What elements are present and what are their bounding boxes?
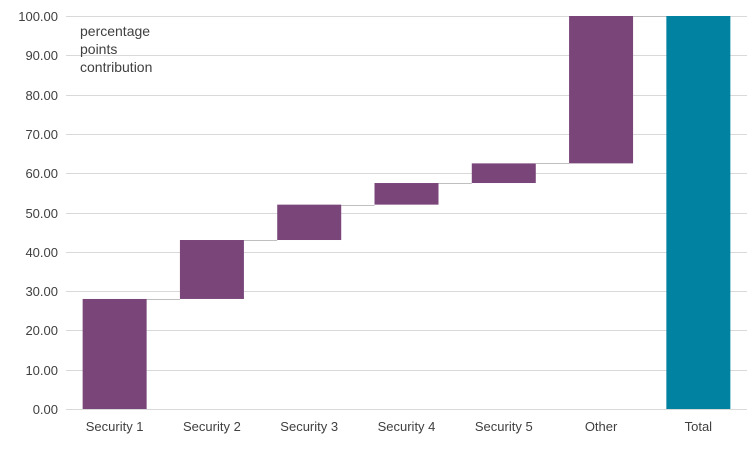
bar-security-2 (179, 240, 244, 299)
x-tick-label: Security 2 (183, 419, 241, 434)
annotation-line-2: points (80, 41, 117, 57)
y-tick-label: 50.00 (25, 206, 58, 221)
x-tick-label: Total (685, 419, 713, 434)
y-tick-label: 10.00 (25, 363, 58, 378)
y-tick-label: 100.00 (18, 9, 58, 24)
x-tick-label: Security 3 (280, 419, 338, 434)
x-tick-label: Security 5 (475, 419, 533, 434)
x-tick-label: Security 4 (378, 419, 436, 434)
y-tick-label: 80.00 (25, 88, 58, 103)
y-tick-label: 0.00 (33, 402, 58, 417)
gridlines (66, 16, 747, 410)
y-tick-label: 90.00 (25, 48, 58, 63)
x-tick-label: Security 1 (86, 419, 144, 434)
bar-security-5 (471, 163, 536, 184)
x-tick-label: Other (585, 419, 618, 434)
x-tick-labels: Security 1 Security 2 Security 3 Security 4… (86, 419, 712, 434)
annotation-line-3: contribution (80, 59, 152, 75)
bar-security-1 (82, 298, 147, 409)
y-tick-label: 60.00 (25, 166, 58, 181)
connectors (146, 16, 667, 300)
bar-security-4 (374, 183, 439, 205)
y-tick-label: 20.00 (25, 323, 58, 338)
y-tick-labels: 0.00 10.00 20.00 30.00 40.00 50.00 60.00 70.00 8… (18, 9, 58, 417)
annotation-line-1: percentage (80, 23, 150, 39)
y-tick-label: 70.00 (25, 127, 58, 142)
bar-security-3 (277, 204, 342, 241)
bar-total (666, 16, 731, 409)
y-tick-label: 30.00 (25, 284, 58, 299)
bars (82, 16, 731, 409)
bar-other (569, 16, 634, 164)
y-tick-label: 40.00 (25, 245, 58, 260)
